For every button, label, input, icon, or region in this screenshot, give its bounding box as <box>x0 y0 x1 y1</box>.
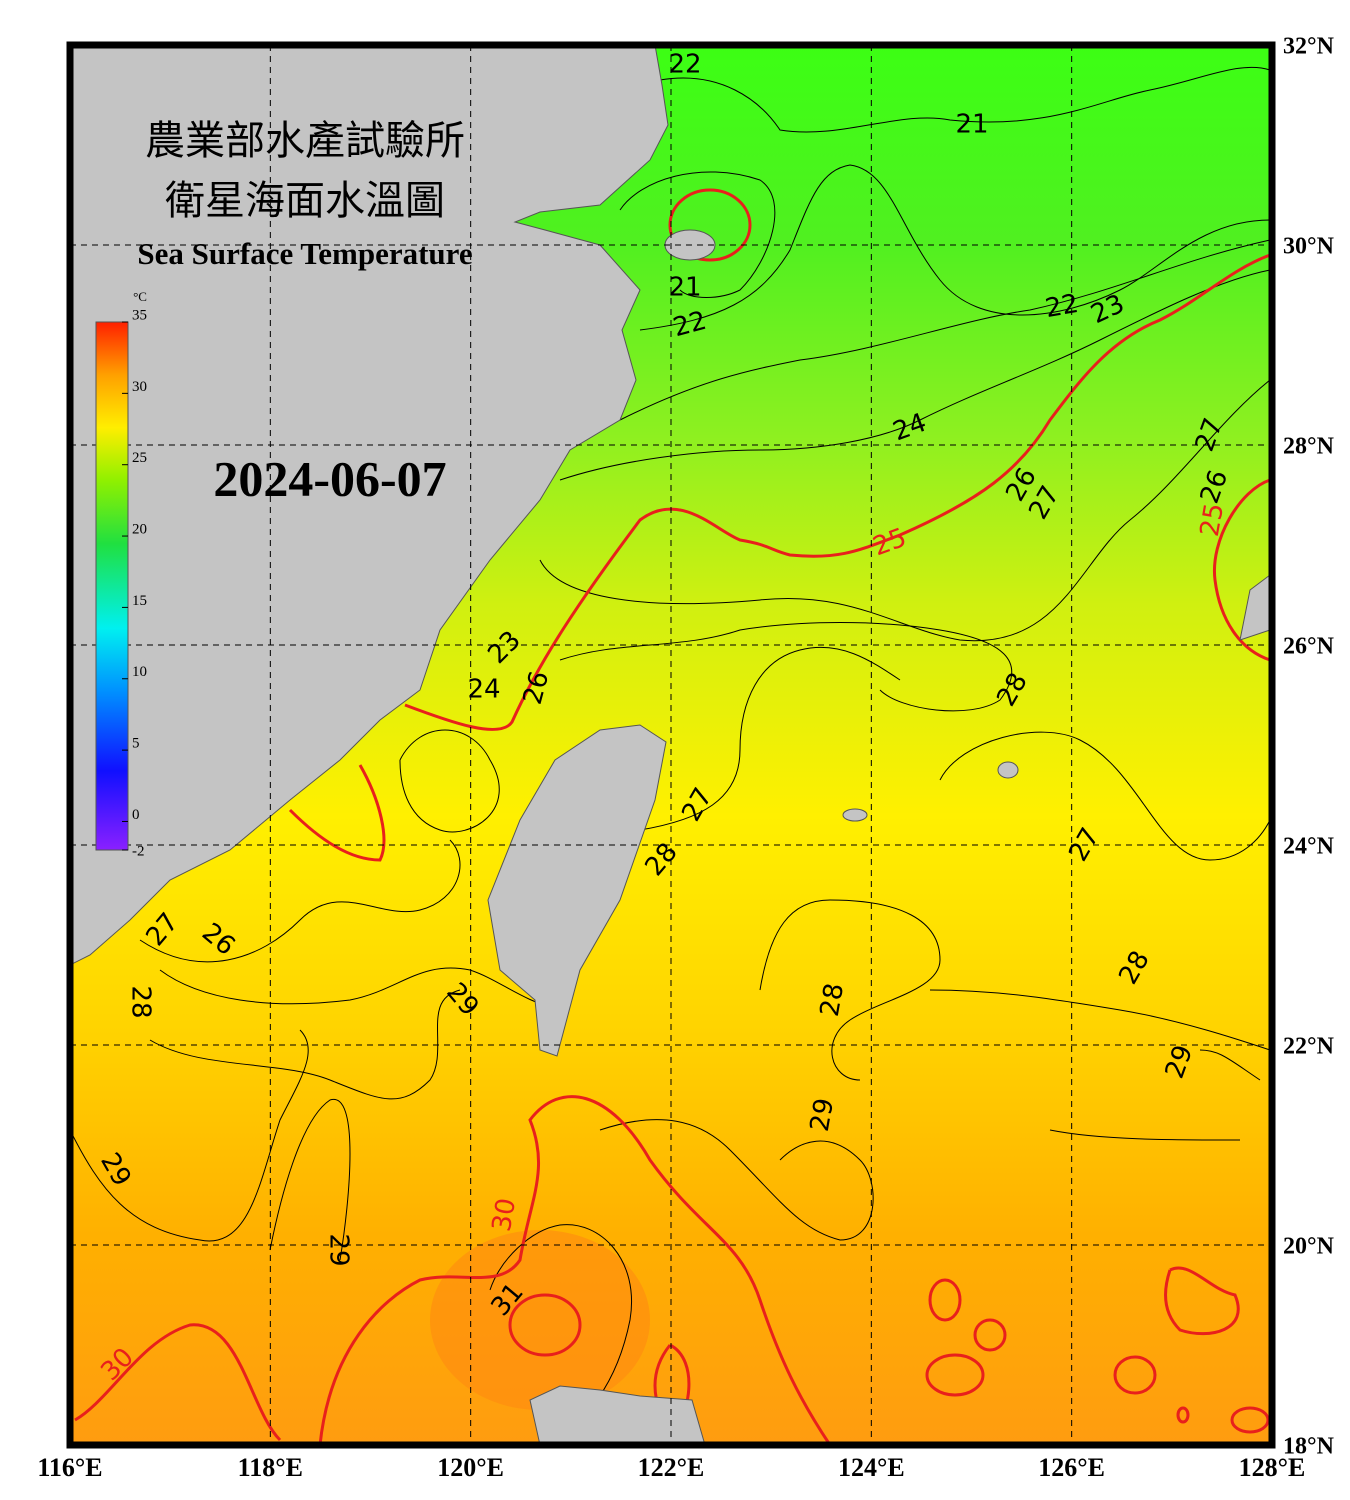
lat-tick-label: 20°N <box>1283 1234 1335 1260</box>
date: 2024-06-07 <box>213 450 446 506</box>
contour-label: 28 <box>815 981 850 1019</box>
warm-pool <box>430 1230 650 1410</box>
lon-tick-label: 116°E <box>37 1453 102 1482</box>
title-zh-2: 衛星海面水溫圖 <box>165 178 445 223</box>
colorbar-tick-label: 30 <box>132 379 147 395</box>
contour-label: 28 <box>126 985 156 1018</box>
lat-tick-label: 18°N <box>1283 1434 1335 1460</box>
lat-tick-label: 26°N <box>1283 634 1335 660</box>
contour-label: 21 <box>955 110 988 140</box>
lat-tick-label: 22°N <box>1283 1034 1335 1060</box>
contour-label: 22 <box>1043 289 1081 324</box>
title-zh-1: 農業部水產試驗所 <box>145 118 465 163</box>
land <box>70 45 1271 1445</box>
lon-tick-label: 118°E <box>238 1453 303 1482</box>
colorbar <box>95 321 129 851</box>
colorbar-tick-label: 25 <box>132 450 147 466</box>
contour-label: 29 <box>324 1233 354 1266</box>
colorbar-ticks: 35 30 25 20 15 10 5 0 -2 <box>122 307 147 859</box>
lon-tick-label: 128°E <box>1239 1453 1306 1482</box>
contour-label: 30 <box>487 1196 522 1234</box>
colorbar-tick-label: 10 <box>132 664 147 680</box>
lon-tick-label: 126°E <box>1038 1453 1105 1482</box>
lat-tick-label: 32°N <box>1283 34 1335 60</box>
colorbar-unit: °C <box>133 289 147 304</box>
colorbar-tick-label: -2 <box>132 843 145 859</box>
contour-label: 24 <box>467 675 500 705</box>
colorbar-tick-label: 0 <box>132 807 140 823</box>
contours <box>70 66 1271 1421</box>
lat-tick-label: 30°N <box>1283 234 1335 260</box>
isotherm-highlight <box>74 188 1271 1445</box>
lon-tick-label: 124°E <box>838 1453 905 1482</box>
colorbar-tick-label: 20 <box>132 521 147 537</box>
lat-tick-label: 24°N <box>1283 834 1335 860</box>
contour-label: 21 <box>668 273 701 303</box>
axis-labels: 116°E 118°E 120°E 122°E 124°E 126°E 128°E 32°N 3… <box>37 34 1334 1482</box>
lon-tick-label: 120°E <box>437 1453 504 1482</box>
contour-label: 29 <box>805 1096 840 1134</box>
contour-label: 22 <box>668 50 701 80</box>
map-frame <box>66 41 1276 1449</box>
colorbar-tick-label: 35 <box>132 307 147 323</box>
lon-tick-label: 122°E <box>638 1453 705 1482</box>
contour-label: 25 <box>1195 501 1230 539</box>
colorbar-tick-label: 5 <box>132 736 140 752</box>
title-en: Sea Surface Temperature <box>137 236 472 271</box>
map-area <box>70 45 1272 1445</box>
graticule <box>70 45 1272 1445</box>
colorbar-tick-label: 15 <box>132 593 147 609</box>
lat-tick-label: 28°N <box>1283 434 1335 460</box>
